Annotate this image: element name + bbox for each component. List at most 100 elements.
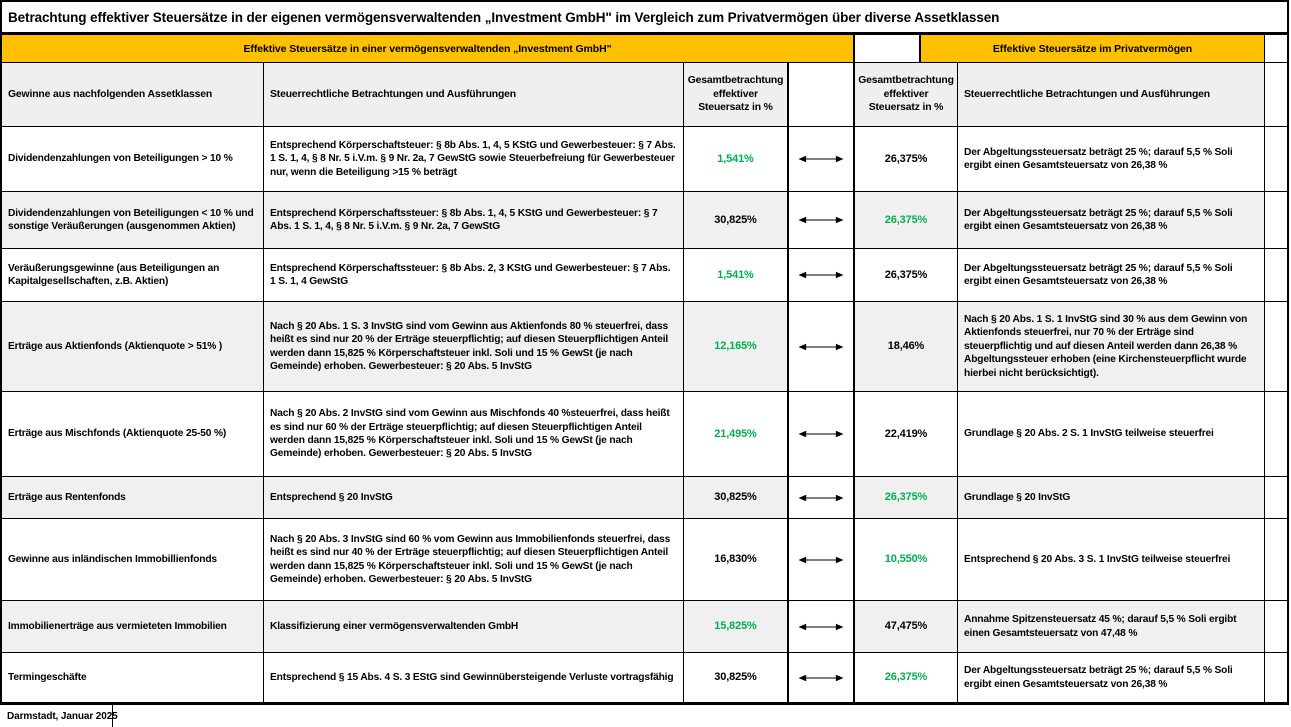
asset-class-label: Erträge aus Aktienfonds (Aktienquote > 5… (2, 302, 264, 392)
private-effective-rate: 22,419% (855, 392, 958, 477)
table-row: Termingeschäfte Entsprechend § 15 Abs. 4… (2, 653, 1287, 703)
private-tax-notes: Der Abgeltungssteuersatz beträgt 25 %; d… (958, 653, 1265, 703)
double-arrow-icon (798, 430, 844, 438)
comparison-table: Betrachtung effektiver Steuersätze in de… (0, 0, 1289, 705)
table-row: Gewinne aus inländischen Immobillienfond… (2, 519, 1287, 601)
gmbh-tax-notes: Nach § 20 Abs. 1 S. 3 InvStG sind vom Ge… (264, 302, 684, 392)
asset-class-label: Erträge aus Mischfonds (Aktienquote 25-5… (2, 392, 264, 477)
right-margin-cell (1265, 249, 1287, 302)
col-header-privat-notes: Steuerrechtliche Betrachtungen und Ausfü… (958, 63, 1265, 127)
table-row: Immobilienerträge aus vermieteten Immobi… (2, 601, 1287, 653)
col-header-gap (789, 63, 855, 127)
private-effective-rate: 26,375% (855, 192, 958, 249)
asset-class-label: Gewinne aus inländischen Immobillienfond… (2, 519, 264, 601)
asset-class-label: Termingeschäfte (2, 653, 264, 703)
right-margin-cell (1265, 601, 1287, 653)
private-tax-notes: Der Abgeltungssteuersatz beträgt 25 %; d… (958, 192, 1265, 249)
col-header-privat-rate: Gesamtbetrachtung effektiver Steuersatz … (855, 63, 958, 127)
asset-class-label: Dividendenzahlungen von Beteiligungen < … (2, 192, 264, 249)
private-effective-rate: 47,475% (855, 601, 958, 653)
right-margin-cell (1265, 35, 1287, 62)
table-row: Erträge aus Rentenfonds Entsprechend § 2… (2, 477, 1287, 519)
gmbh-tax-notes: Nach § 20 Abs. 2 InvStG sind vom Gewinn … (264, 392, 684, 477)
gmbh-tax-notes: Entsprechend § 20 InvStG (264, 477, 684, 519)
table-body: Dividendenzahlungen von Beteiligungen > … (2, 127, 1287, 703)
private-tax-notes: Der Abgeltungssteuersatz beträgt 25 %; d… (958, 249, 1265, 302)
col-header-assetclasses: Gewinne aus nachfolgenden Assetklassen (2, 63, 264, 127)
comparison-arrow-cell (789, 302, 855, 392)
gmbh-section-header: Effektive Steuersätze in einer vermögens… (2, 35, 855, 62)
privat-section-header: Effektive Steuersätze im Privatvermögen (921, 35, 1265, 62)
table-row: Dividendenzahlungen von Beteiligungen > … (2, 127, 1287, 192)
double-arrow-icon (798, 556, 844, 563)
comparison-arrow-cell (789, 653, 855, 703)
right-margin-cell (1265, 302, 1287, 392)
right-margin-cell (1265, 477, 1287, 519)
double-arrow-icon (798, 216, 844, 224)
table-row: Dividendenzahlungen von Beteiligungen < … (2, 192, 1287, 249)
footer-location-date: Darmstadt, Januar 2025 (7, 711, 118, 722)
gmbh-effective-rate: 21,495% (684, 392, 789, 477)
right-margin-cell (1265, 653, 1287, 703)
private-effective-rate: 26,375% (855, 249, 958, 302)
double-arrow-icon (798, 623, 844, 630)
table-row: Erträge aus Aktienfonds (Aktienquote > 5… (2, 302, 1287, 392)
gmbh-effective-rate: 30,825% (684, 192, 789, 249)
right-margin-cell (1265, 127, 1287, 192)
private-tax-notes: Grundlage § 20 Abs. 2 S. 1 InvStG teilwe… (958, 392, 1265, 477)
gmbh-effective-rate: 1,541% (684, 127, 789, 192)
private-effective-rate: 26,375% (855, 127, 958, 192)
private-tax-notes: Annahme Spitzensteuersatz 45 %; darauf 5… (958, 601, 1265, 653)
double-arrow-icon (798, 494, 844, 501)
asset-class-label: Erträge aus Rentenfonds (2, 477, 264, 519)
col-header-gmbh-notes: Steuerrechtliche Betrachtungen und Ausfü… (264, 63, 684, 127)
comparison-arrow-cell (789, 519, 855, 601)
gmbh-effective-rate: 1,541% (684, 249, 789, 302)
gmbh-tax-notes: Entsprechend Körperschaftssteuer: § 8b A… (264, 192, 684, 249)
right-margin-cell (1265, 192, 1287, 249)
gmbh-tax-notes: Klassifizierung einer vermögensverwalten… (264, 601, 684, 653)
gmbh-effective-rate: 30,825% (684, 477, 789, 519)
table-row: Erträge aus Mischfonds (Aktienquote 25-5… (2, 392, 1287, 477)
double-arrow-icon (798, 155, 844, 163)
section-gap-cell (855, 35, 921, 62)
gmbh-tax-notes: Entsprechend § 15 Abs. 4 S. 3 EStG sind … (264, 653, 684, 703)
double-arrow-icon (798, 343, 844, 350)
gmbh-effective-rate: 30,825% (684, 653, 789, 703)
private-effective-rate: 26,375% (855, 477, 958, 519)
double-arrow-icon (798, 271, 844, 279)
comparison-arrow-cell (789, 601, 855, 653)
private-tax-notes: Nach § 20 Abs. 1 S. 1 InvStG sind 30 % a… (958, 302, 1265, 392)
comparison-arrow-cell (789, 127, 855, 192)
private-tax-notes: Entsprechend § 20 Abs. 3 S. 1 InvStG tei… (958, 519, 1265, 601)
gridline-tick (112, 705, 113, 727)
column-header-row: Gewinne aus nachfolgenden Assetklassen S… (2, 63, 1287, 127)
asset-class-label: Dividendenzahlungen von Beteiligungen > … (2, 127, 264, 192)
gmbh-tax-notes: Nach § 20 Abs. 3 InvStG sind 60 % vom Ge… (264, 519, 684, 601)
private-effective-rate: 10,550% (855, 519, 958, 601)
private-tax-notes: Grundlage § 20 InvStG (958, 477, 1265, 519)
private-tax-notes: Der Abgeltungssteuersatz beträgt 25 %; d… (958, 127, 1265, 192)
right-margin-cell (1265, 392, 1287, 477)
section-header-band: Effektive Steuersätze in einer vermögens… (2, 35, 1287, 63)
private-effective-rate: 26,375% (855, 653, 958, 703)
page-title: Betrachtung effektiver Steuersätze in de… (2, 2, 1287, 35)
table-row: Veräußerungsgewinne (aus Beteiligungen a… (2, 249, 1287, 302)
col-header-gmbh-rate: Gesamtbetrachtung effektiver Steuersatz … (684, 63, 789, 127)
asset-class-label: Immobilienerträge aus vermieteten Immobi… (2, 601, 264, 653)
right-margin-cell (1265, 63, 1287, 127)
comparison-arrow-cell (789, 249, 855, 302)
comparison-arrow-cell (789, 392, 855, 477)
gmbh-effective-rate: 12,165% (684, 302, 789, 392)
gmbh-tax-notes: Entsprechend Körperschaftsteuer: § 8b Ab… (264, 127, 684, 192)
private-effective-rate: 18,46% (855, 302, 958, 392)
gmbh-effective-rate: 16,830% (684, 519, 789, 601)
asset-class-label: Veräußerungsgewinne (aus Beteiligungen a… (2, 249, 264, 302)
comparison-arrow-cell (789, 477, 855, 519)
right-margin-cell (1265, 519, 1287, 601)
double-arrow-icon (798, 674, 844, 681)
comparison-arrow-cell (789, 192, 855, 249)
gmbh-tax-notes: Entsprechend Körperschaftssteuer: § 8b A… (264, 249, 684, 302)
gmbh-effective-rate: 15,825% (684, 601, 789, 653)
